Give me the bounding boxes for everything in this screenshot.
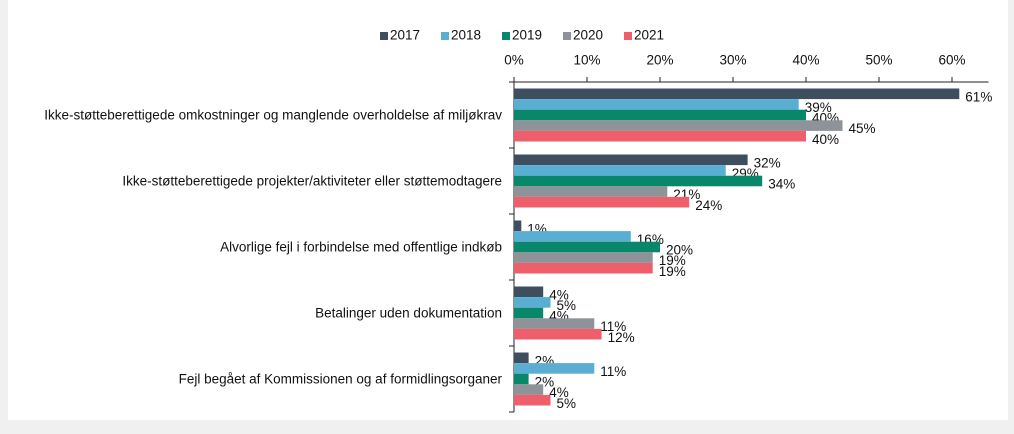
bar [514, 352, 529, 364]
legend-swatch [441, 32, 449, 40]
bar [514, 231, 631, 242]
bar [514, 220, 522, 232]
category-label: Ikke-støtteberettigede omkostninger og m… [12, 107, 502, 124]
value-label: 20% [666, 243, 693, 258]
bar [514, 318, 595, 329]
category-text: Fejl begået af Kommissionen og af formid… [178, 371, 502, 387]
bar [514, 109, 806, 121]
x-tick-label: 40% [792, 53, 819, 68]
value-label: 19% [659, 264, 686, 279]
value-label: 4% [549, 385, 569, 400]
bar [514, 363, 595, 374]
value-label: 45% [849, 121, 876, 136]
bar [514, 328, 602, 340]
bar [514, 286, 544, 298]
legend-swatch [380, 32, 388, 40]
category-label: Ikke-støtteberettigede projekter/aktivit… [12, 173, 502, 190]
x-tick-label: 10% [573, 53, 600, 68]
value-label: 34% [768, 177, 795, 192]
value-label: 32% [754, 155, 781, 170]
bar [514, 241, 660, 253]
value-label: 5% [557, 298, 577, 313]
bar [514, 252, 653, 263]
value-label: 11% [600, 319, 626, 334]
value-label: 4% [549, 287, 569, 302]
value-label: 19% [659, 253, 686, 268]
value-label: 5% [557, 396, 577, 411]
legend-label: 2020 [573, 28, 603, 43]
value-label: 40% [812, 132, 839, 147]
bar [514, 384, 544, 395]
bar [514, 154, 748, 166]
value-label: 39% [805, 100, 832, 115]
bar [514, 394, 551, 406]
x-tick-label: 60% [938, 53, 965, 68]
bar [514, 297, 551, 308]
bar [514, 88, 960, 100]
legend-label: 2021 [634, 28, 664, 43]
legend-swatch [624, 32, 632, 40]
value-label: 24% [695, 198, 722, 213]
bar [514, 186, 668, 197]
legend-label: 2019 [512, 28, 542, 43]
category-text: Alvorlige fejl i forbindelse med offentl… [220, 239, 502, 255]
bar [514, 99, 799, 110]
legend-label: 2017 [390, 28, 420, 43]
bar [514, 120, 843, 131]
bar [514, 196, 690, 208]
legend-swatch [502, 32, 510, 40]
category-label: Fejl begået af Kommissionen og af formid… [12, 371, 502, 388]
category-text: Betalinger uden dokumentation [315, 305, 502, 321]
bar [514, 373, 529, 385]
bar [514, 130, 806, 142]
bar [514, 175, 763, 187]
x-tick-label: 0% [504, 53, 524, 68]
legend-label: 2018 [451, 28, 481, 43]
value-label: 12% [608, 330, 635, 345]
value-label: 61% [965, 89, 992, 104]
x-tick-label: 30% [719, 53, 746, 68]
chart-background [8, 0, 1008, 420]
category-text: Ikke-støtteberettigede omkostninger og m… [44, 107, 502, 123]
value-label: 11% [600, 364, 626, 379]
category-label: Alvorlige fejl i forbindelse med offentl… [12, 239, 502, 256]
bar [514, 165, 726, 176]
bar [514, 307, 544, 319]
category-label: Betalinger uden dokumentation [12, 305, 502, 322]
x-tick-label: 20% [646, 53, 673, 68]
x-tick-label: 50% [865, 53, 892, 68]
bar [514, 262, 653, 274]
legend-swatch [563, 32, 571, 40]
category-text: Ikke-støtteberettigede projekter/aktivit… [122, 173, 502, 189]
